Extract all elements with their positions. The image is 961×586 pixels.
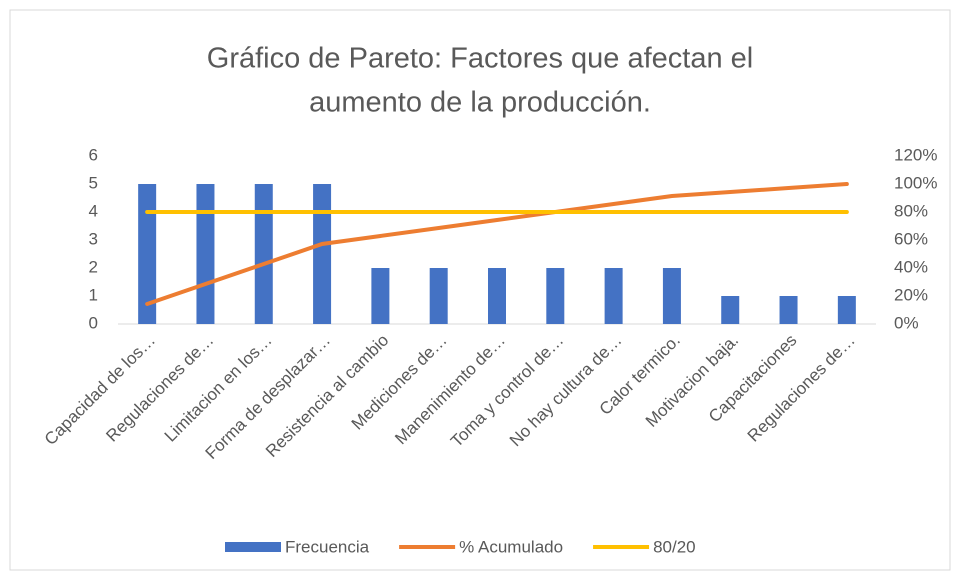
line — [145, 182, 849, 306]
legend-label: Frecuencia — [285, 537, 370, 556]
y-tick-label: 6 — [89, 145, 98, 164]
y2-tick-label: 100% — [894, 173, 937, 192]
y-tick-label: 1 — [89, 285, 98, 304]
bar — [371, 268, 390, 324]
bar — [662, 268, 681, 324]
bar — [488, 268, 506, 324]
bar — [604, 268, 623, 324]
y2-tick-label: 40% — [894, 257, 928, 276]
chart-title: aumento de la producción. — [309, 87, 651, 119]
bar — [837, 296, 856, 324]
y-tick-label: 0 — [89, 313, 98, 332]
y-tick-label: 3 — [89, 229, 98, 248]
y2-tick-label: 60% — [894, 229, 928, 248]
bar — [546, 268, 565, 324]
bar — [138, 184, 157, 324]
y2-tick-label: 80% — [894, 201, 928, 220]
bar — [196, 184, 215, 324]
bar — [429, 268, 448, 324]
legend-swatch — [225, 542, 281, 552]
y2-tick-label: 20% — [894, 285, 928, 304]
y-tick-label: 2 — [89, 257, 98, 276]
chart-title: Gráfico de Pareto: Factores que afectan … — [207, 43, 753, 75]
y2-tick-label: 120% — [894, 145, 937, 164]
chart-border — [9, 9, 951, 571]
bar — [254, 184, 273, 324]
y-tick-label: 4 — [89, 201, 98, 220]
bar — [779, 296, 798, 324]
y2-tick-label: 0% — [894, 313, 919, 332]
legend-label: % Acumulado — [459, 537, 563, 556]
legend-label: 80/20 — [653, 537, 696, 556]
bar — [313, 184, 332, 324]
y-tick-label: 5 — [89, 173, 98, 192]
bar — [721, 296, 740, 324]
